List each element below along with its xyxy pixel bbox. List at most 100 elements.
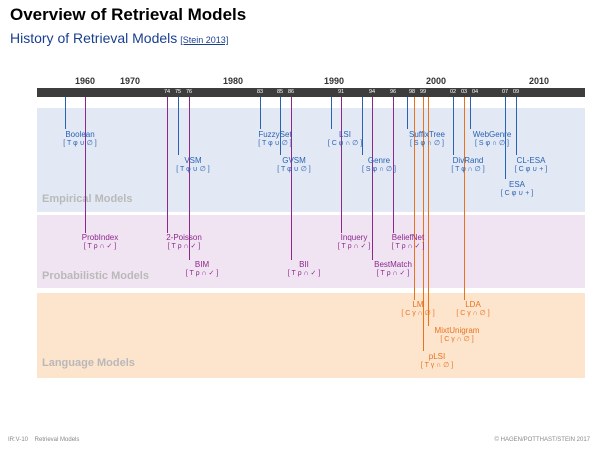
connector-bii: [291, 97, 292, 260]
connector-fuzzyset: [260, 97, 261, 129]
connector-lda: [464, 97, 465, 300]
model-boolean-name: Boolean: [65, 130, 95, 139]
model-suffixtree-code: [ S φ ∩ ∅ ]: [410, 139, 444, 147]
model-clesa-code: [ C φ ∪ + ]: [514, 165, 548, 173]
model-lsi-code: [ C φ ∩ ∅ ]: [327, 139, 363, 147]
decade-2000: 2000: [425, 76, 447, 86]
model-divrand[interactable]: DivRand [ T φ ∩ ∅ ]: [451, 156, 484, 174]
model-bestmatch-code: [ T ρ ∩ ✓ ]: [376, 269, 410, 277]
model-bestmatch[interactable]: BestMatch [ T ρ ∩ ✓ ]: [374, 260, 412, 278]
footer-slide-label: IR:V-10 Retrieval Models: [8, 437, 80, 443]
model-2poisson-name: 2-Poisson: [166, 233, 202, 242]
year-74: 74: [163, 89, 171, 95]
model-lda-name: LDA: [465, 300, 481, 309]
page-title: Overview of Retrieval Models: [10, 5, 247, 24]
decade-1980: 1980: [222, 76, 244, 86]
model-divrand-name: DivRand: [452, 156, 484, 165]
model-beliefnet-code: [ T ρ ∩ ✓ ]: [391, 242, 425, 250]
model-suffixtree[interactable]: SuffixTree [ S φ ∩ ∅ ]: [409, 130, 445, 148]
model-probindex-code: [ T ρ ∩ ✓ ]: [83, 242, 117, 250]
model-gvsm-code: [ T φ ∪ ∅ ]: [277, 165, 311, 173]
model-vsm[interactable]: VSM [ T φ ∪ ∅ ]: [176, 156, 209, 174]
model-bii-name: BII: [299, 260, 309, 269]
model-plsi-name: pLSI: [428, 352, 446, 361]
page-subtitle: History of Retrieval Models [Stein 2013]: [10, 30, 228, 46]
probabilistic-band-label: Probabilistic Models: [42, 270, 149, 282]
model-genre-code: [ S φ ∩ ∅ ]: [362, 165, 396, 173]
model-lda[interactable]: LDA [ C γ ∩ ∅ ]: [456, 300, 489, 318]
model-inquery-name: Inquery: [340, 233, 368, 242]
model-genre-name: Genre: [367, 156, 391, 165]
year-85: 85: [276, 89, 284, 95]
model-probindex[interactable]: ProbIndex [ T ρ ∩ ✓ ]: [82, 233, 118, 251]
model-webgenre[interactable]: WebGenre [ S φ ∩ ∅ ]: [473, 130, 512, 148]
model-mixtunigram[interactable]: MixtUnigram [ C γ ∩ ∅ ]: [435, 326, 480, 344]
connector-clesa: [516, 97, 517, 155]
model-gvsm-name: GVSM: [282, 156, 306, 165]
year-86: 86: [287, 89, 295, 95]
language-band-label: Language Models: [42, 357, 135, 369]
year-99: 99: [419, 89, 427, 95]
year-04: 04: [471, 89, 479, 95]
model-bii-code: [ T ρ ∩ ✓ ]: [287, 269, 321, 277]
model-divrand-code: [ T φ ∩ ∅ ]: [451, 165, 485, 173]
connector-vsm: [178, 97, 179, 155]
model-vsm-code: [ T φ ∪ ∅ ]: [176, 165, 210, 173]
year-75: 75: [174, 89, 182, 95]
model-bim[interactable]: BIM [ T ρ ∩ ✓ ]: [186, 260, 219, 278]
model-bim-code: [ T ρ ∩ ✓ ]: [185, 269, 219, 277]
model-gvsm[interactable]: GVSM [ T φ ∪ ∅ ]: [277, 156, 310, 174]
model-boolean[interactable]: Boolean [ T φ ∪ ∅ ]: [63, 130, 96, 148]
model-clesa-name: CL-ESA: [516, 156, 546, 165]
model-fuzzyset-name: FuzzySet: [258, 130, 292, 139]
year-03: 03: [460, 89, 468, 95]
model-lm[interactable]: LM [ C γ ∩ ∅ ]: [401, 300, 434, 318]
model-plsi[interactable]: pLSI [ T γ ∩ ∅ ]: [421, 352, 453, 370]
connector-suffixtree: [407, 97, 408, 129]
model-esa-name: ESA: [508, 180, 526, 189]
subtitle-text: History of Retrieval Models: [10, 30, 178, 46]
model-fuzzyset[interactable]: FuzzySet [ T φ ∪ ∅ ]: [258, 130, 291, 148]
model-fuzzyset-code: [ T φ ∪ ∅ ]: [258, 139, 292, 147]
model-clesa[interactable]: CL-ESA [ C φ ∪ + ]: [515, 156, 547, 174]
model-inquery[interactable]: Inquery [ T ρ ∩ ✓ ]: [338, 233, 371, 251]
connector-gvsm: [280, 97, 281, 155]
model-bii[interactable]: BII [ T ρ ∩ ✓ ]: [288, 260, 321, 278]
connector-divrand: [453, 97, 454, 155]
year-09: 09: [512, 89, 520, 95]
connector-boolean: [65, 97, 66, 129]
year-83: 83: [256, 89, 264, 95]
decade-2010: 2010: [528, 76, 550, 86]
model-probindex-name: ProbIndex: [81, 233, 119, 242]
model-genre[interactable]: Genre [ S φ ∩ ∅ ]: [362, 156, 396, 174]
connector-genre: [362, 97, 363, 155]
model-lm-code: [ C γ ∩ ∅ ]: [401, 309, 435, 317]
language-band: Language Models: [37, 293, 585, 378]
connector-esa: [505, 97, 506, 179]
model-lsi[interactable]: LSI [ C φ ∩ ∅ ]: [328, 130, 362, 148]
model-esa[interactable]: ESA [ C φ ∪ + ]: [501, 180, 533, 198]
empirical-band: Empirical Models: [37, 108, 585, 212]
model-bim-name: BIM: [194, 260, 210, 269]
connector-plsi: [423, 97, 424, 351]
model-mixtunigram-code: [ C γ ∩ ∅ ]: [440, 335, 474, 343]
decade-1960: 1960: [74, 76, 96, 86]
connector-mixtunigram: [428, 97, 429, 326]
year-91: 91: [337, 89, 345, 95]
year-94: 94: [368, 89, 376, 95]
model-beliefnet[interactable]: BeliefNet [ T ρ ∩ ✓ ]: [392, 233, 425, 251]
model-bestmatch-name: BestMatch: [374, 260, 412, 269]
connector-probindex: [85, 97, 86, 233]
citation-link[interactable]: [Stein 2013]: [180, 35, 229, 45]
model-mixtunigram-name: MixtUnigram: [434, 326, 480, 335]
model-boolean-code: [ T φ ∪ ∅ ]: [63, 139, 97, 147]
year-96: 96: [389, 89, 397, 95]
decade-1970: 1970: [119, 76, 141, 86]
probabilistic-band: Probabilistic Models: [37, 215, 585, 288]
footer-copyright: © HAGEN/POTTHAST/STEIN 2017: [494, 437, 590, 443]
model-2poisson[interactable]: 2-Poisson [ T ρ ∩ ✓ ]: [166, 233, 202, 251]
model-suffixtree-name: SuffixTree: [408, 130, 446, 139]
model-webgenre-name: WebGenre: [472, 130, 512, 139]
year-98: 98: [408, 89, 416, 95]
model-vsm-name: VSM: [184, 156, 202, 165]
